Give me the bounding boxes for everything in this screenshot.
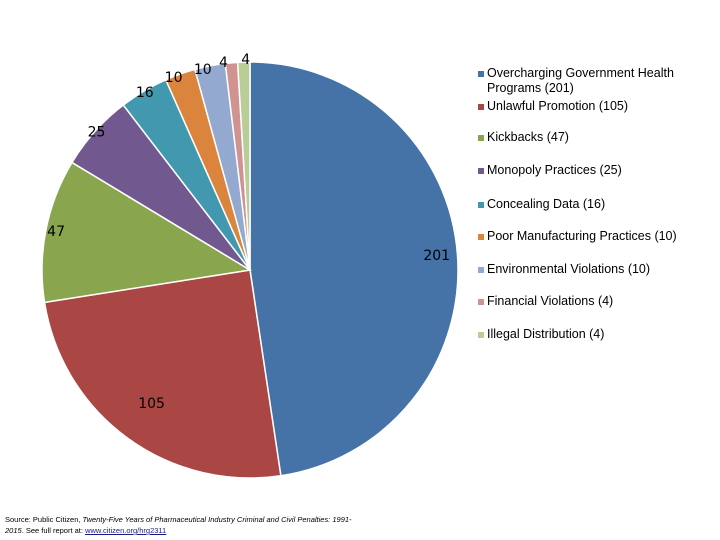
- slice-data-label: 25: [88, 125, 106, 141]
- legend-swatch: [478, 202, 484, 208]
- pie-slice: [236, 61, 251, 271]
- legend-item: Poor Manufacturing Practices (10): [478, 229, 712, 244]
- legend-swatch: [478, 332, 484, 338]
- source-prefix: Source: Public Citizen,: [5, 515, 83, 524]
- legend-item: Environmental Violations (10): [478, 262, 712, 277]
- legend-swatch: [478, 234, 484, 240]
- pie-slice: [41, 161, 253, 304]
- legend-item: Financial Violations (4): [478, 294, 712, 309]
- legend-label: Overcharging Government Health Programs …: [487, 66, 674, 95]
- slice-data-label: 4: [241, 52, 250, 68]
- source-link[interactable]: www.citizen.org/hrg2311: [85, 526, 167, 535]
- legend-swatch: [478, 168, 484, 174]
- legend-swatch: [478, 71, 484, 77]
- legend-item: Overcharging Government Health Programs …: [478, 66, 712, 96]
- slice-data-label: 201: [423, 248, 450, 264]
- pie-slice: [43, 269, 282, 479]
- source-note: Source: Public Citizen, Twenty-Five Year…: [5, 514, 365, 536]
- legend-label: Monopoly Practices (25): [487, 163, 622, 177]
- slice-data-label: 10: [194, 62, 212, 78]
- legend-label: Environmental Violations (10): [487, 262, 651, 276]
- legend-item: Kickbacks (47): [478, 130, 712, 145]
- legend-label: Concealing Data (16): [487, 197, 606, 211]
- legend-swatch: [478, 267, 484, 273]
- source-middle: . See full report at:: [21, 526, 86, 535]
- legend-swatch: [478, 104, 484, 110]
- legend-item: Illegal Distribution (4): [478, 327, 712, 342]
- slice-data-label: 16: [136, 85, 154, 101]
- legend-item: Monopoly Practices (25): [478, 163, 712, 178]
- source-report-title: Twenty-Five Years of Pharmaceutical Indu…: [5, 515, 352, 535]
- pie-slice: [249, 61, 459, 477]
- legend-label: Illegal Distribution (4): [487, 327, 605, 341]
- legend-label: Unlawful Promotion (105): [487, 99, 629, 113]
- legend-item: Concealing Data (16): [478, 197, 712, 212]
- legend-label: Financial Violations (4): [487, 294, 614, 308]
- legend-label: Kickbacks (47): [487, 130, 569, 144]
- slice-data-label: 10: [165, 70, 183, 86]
- legend-item: Unlawful Promotion (105): [478, 99, 712, 114]
- legend-label: Poor Manufacturing Practices (10): [487, 229, 677, 243]
- slice-data-label: 4: [219, 55, 228, 71]
- legend-swatch: [478, 299, 484, 305]
- slice-data-label: 105: [138, 396, 165, 412]
- slice-data-label: 47: [47, 224, 65, 240]
- legend-swatch: [478, 135, 484, 141]
